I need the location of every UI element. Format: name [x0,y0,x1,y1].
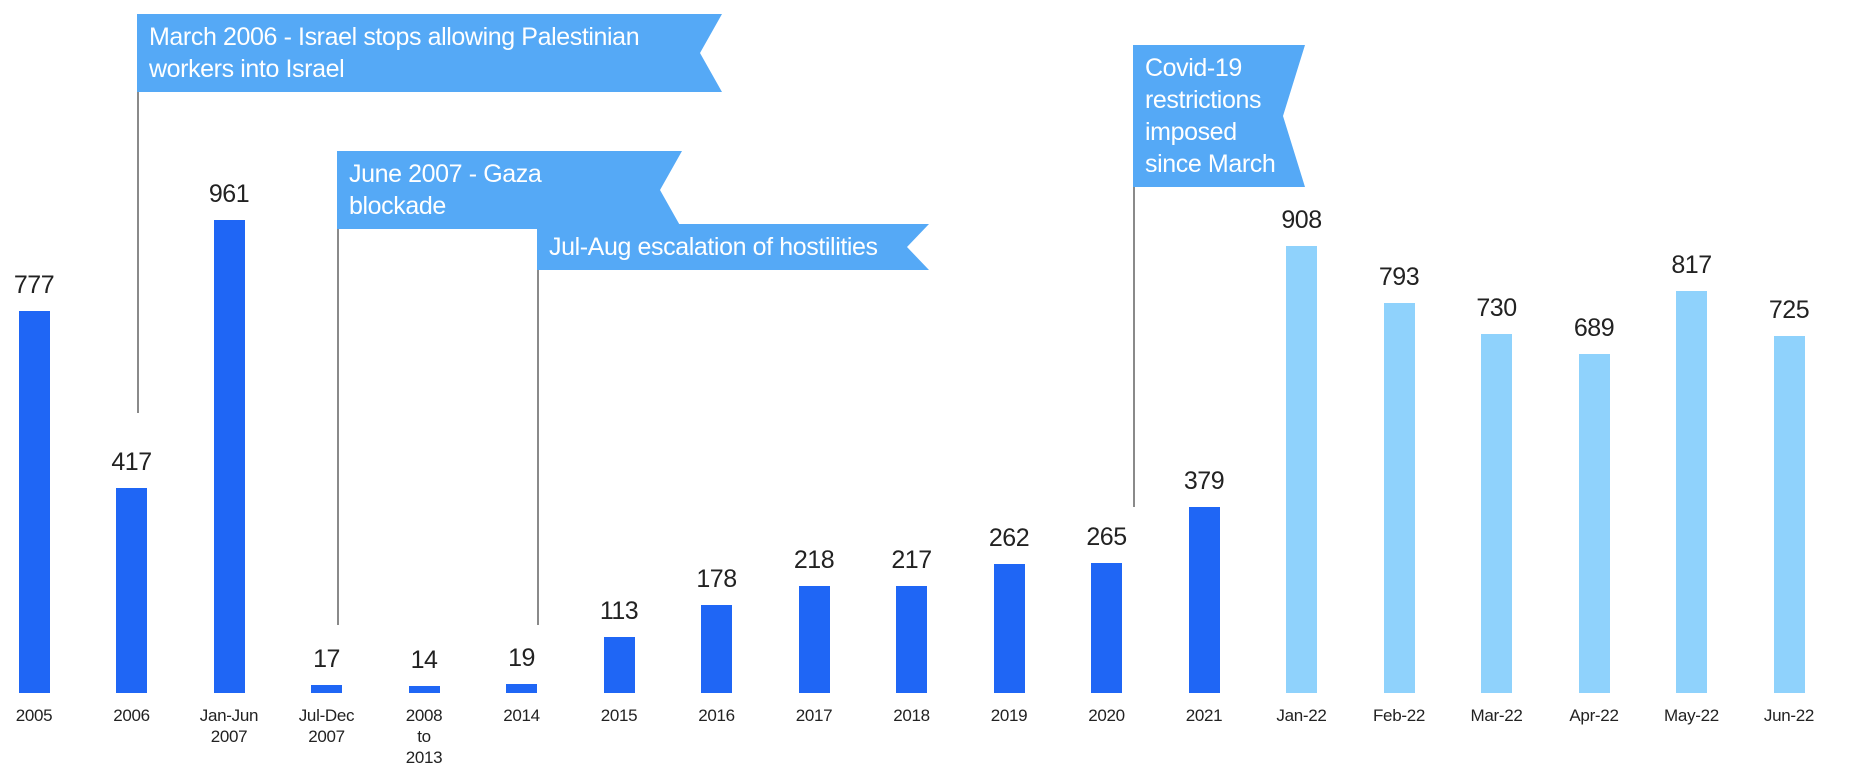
x-tick-label: Apr-22 [1569,706,1619,725]
value-label: 777 [13,270,55,299]
x-tick-label: Mar-22 [1470,706,1523,725]
value-label: 417 [111,447,152,476]
x-tick-label: 2005 [15,706,53,725]
bar [896,586,927,693]
x-tick-label: 2008 to 2013 [405,706,443,767]
x-tick-label: 2015 [600,706,638,725]
bar [1481,333,1512,693]
value-label: 17 [313,644,340,673]
bar [1773,336,1805,693]
bar [213,220,245,693]
value-label: 689 [1573,314,1615,342]
value-label: 817 [1671,251,1712,280]
bar [603,637,635,693]
value-label: 14 [410,646,438,675]
bar [1383,302,1415,693]
annotation-line [537,224,539,625]
x-tick-label: 2014 [503,706,540,725]
x-tick-label: Feb-22 [1372,706,1426,725]
annotation-line [137,14,139,413]
annotation: June 2007 - Gaza blockade [337,151,682,229]
value-label: 19 [508,643,535,672]
value-label: 793 [1378,262,1420,291]
value-label: 265 [1086,522,1127,551]
x-tick-label: 2021 [1185,706,1223,725]
value-label: 730 [1476,293,1517,322]
bar [701,605,732,693]
x-tick-label: 2016 [698,706,735,725]
bar [408,686,440,693]
x-tick-label: Jan-22 [1276,706,1327,725]
bar [1286,246,1317,693]
bar [1578,354,1610,693]
bar [1091,562,1122,693]
bar [506,683,537,693]
bar [993,564,1025,693]
annotation: Jul-Aug escalation of hostilities [537,224,929,270]
bar [1676,291,1707,693]
x-tick-label: Jun-22 [1763,706,1815,725]
annotation-line [1133,45,1135,507]
value-label: 178 [696,565,737,594]
value-label: 908 [1281,206,1322,235]
x-tick-label: 2019 [990,706,1028,725]
bar [311,684,342,693]
bar [18,310,50,693]
x-tick-label: Jan-Jun 2007 [199,706,259,746]
value-label: 218 [793,545,835,574]
x-tick-label: 2006 [113,706,150,725]
annotation: Covid-19 restrictions imposed since Marc… [1133,45,1305,187]
x-tick-label: 2020 [1088,706,1125,725]
x-tick-label: Jul-Dec 2007 [298,706,355,746]
annotation-line [337,151,339,625]
value-label: 262 [988,524,1030,553]
bar [1188,506,1220,693]
bar [798,585,830,693]
bar [116,487,147,693]
value-label: 725 [1768,296,1810,325]
value-label: 961 [208,180,250,209]
x-tick-label: May-22 [1664,706,1719,725]
value-label: 113 [599,597,639,626]
value-label: 379 [1183,466,1225,495]
value-label: 217 [891,546,932,575]
annotation: March 2006 - Israel stops allowing Pales… [137,14,722,92]
x-tick-label: 2018 [893,706,930,725]
x-tick-label: 2017 [795,706,833,725]
